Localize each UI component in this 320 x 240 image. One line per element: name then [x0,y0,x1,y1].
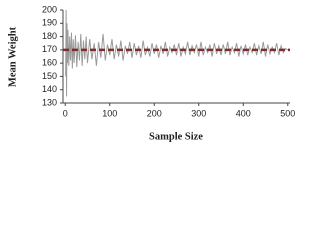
y-tick-label: 140 [42,84,57,94]
y-tick-label: 180 [42,31,57,41]
y-tick-label: 190 [42,18,57,28]
y-axis-title: Mean Weight [7,26,18,87]
y-tick-label: 160 [42,58,57,68]
y-tick-label: 200 [42,4,57,14]
y-tick-label: 130 [42,97,57,107]
x-tick-label: 200 [147,108,162,118]
x-tick-label: 300 [191,108,206,118]
y-tick-label: 170 [42,44,57,54]
x-tick-label: 0 [63,108,68,118]
x-axis-title: Sample Size [149,131,203,142]
x-tick-label: 400 [236,108,251,118]
data-line [65,9,289,97]
x-tick-label: 100 [102,108,117,118]
chart: Mean Weight Sample Size 130 140 150 160 170 1… [7,4,295,142]
x-tick-label: 500 [280,108,295,118]
y-tick-label: 150 [42,71,57,81]
